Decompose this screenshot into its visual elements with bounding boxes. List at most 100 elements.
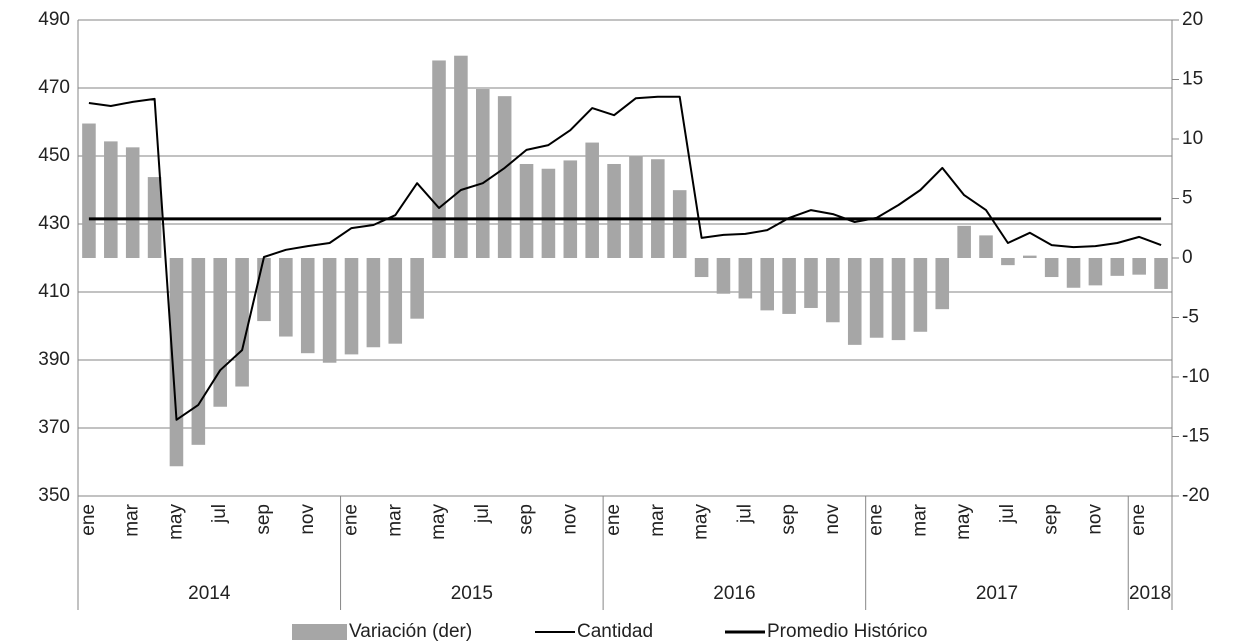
legend-label: Promedio Histórico — [767, 621, 928, 642]
y-tick-label: 470 — [38, 77, 70, 98]
x-tick-label: ene — [78, 504, 99, 536]
bar — [475, 89, 490, 259]
x-group-label: 2016 — [713, 583, 755, 604]
x-tick-label: jul — [472, 504, 493, 524]
bar — [694, 258, 709, 278]
x-tick-label: may — [953, 504, 974, 540]
x-tick-label: mar — [647, 503, 668, 536]
x-tick-label: may — [165, 504, 186, 540]
bar — [847, 258, 862, 345]
x-tick-label: nov — [559, 504, 580, 535]
x-tick-label: may — [428, 504, 449, 540]
y-tick-label: 410 — [38, 281, 70, 302]
x-tick-label: ene — [1128, 504, 1149, 536]
x-tick-label: mar — [122, 503, 143, 536]
y2-tick-label: -15 — [1182, 426, 1209, 447]
x-tick-label: sep — [253, 504, 274, 535]
bar — [935, 258, 950, 310]
x-tick-label: nov — [297, 504, 318, 535]
bar — [191, 258, 206, 445]
x-tick-label: nov — [1084, 504, 1105, 535]
bar — [454, 55, 468, 259]
y2-tick-label: 5 — [1182, 188, 1193, 209]
bar — [322, 258, 337, 363]
bar — [257, 258, 271, 322]
bar — [607, 163, 621, 258]
y-tick-label: 490 — [38, 9, 70, 30]
line — [88, 95, 1162, 421]
bar — [1132, 258, 1146, 275]
bar — [826, 258, 840, 323]
bar — [497, 96, 512, 258]
bar — [716, 258, 731, 294]
bar — [979, 235, 993, 258]
x-tick-label: jul — [209, 504, 230, 524]
bar — [629, 155, 643, 258]
legend-label: Cantidad — [577, 621, 653, 642]
bar — [760, 258, 775, 311]
x-tick-label: ene — [341, 504, 362, 536]
y-tick-label: 450 — [38, 145, 70, 166]
bar — [782, 258, 796, 314]
y-tick-label: 390 — [38, 349, 70, 370]
bar — [541, 168, 556, 258]
y-tick-label: 370 — [38, 417, 70, 438]
y2-tick-label: 20 — [1182, 9, 1203, 30]
bar — [891, 258, 906, 341]
bar — [213, 258, 228, 407]
x-tick-label: sep — [778, 504, 799, 535]
y2-tick-label: -10 — [1182, 366, 1209, 387]
bar — [82, 123, 96, 258]
x-tick-label: ene — [603, 504, 624, 536]
bar — [957, 225, 971, 258]
bar — [104, 141, 118, 258]
x-group-label: 2017 — [976, 583, 1018, 604]
bar — [672, 190, 687, 258]
bar — [235, 258, 249, 387]
bar — [738, 258, 753, 299]
bar — [279, 258, 293, 337]
x-group-label: 2014 — [188, 583, 231, 604]
bar — [410, 258, 424, 319]
y2-tick-label: -5 — [1182, 307, 1199, 328]
y-tick-label: 350 — [38, 485, 70, 506]
bar — [1044, 258, 1059, 278]
bar — [1066, 258, 1081, 288]
bar — [388, 258, 403, 344]
bar — [125, 147, 140, 258]
bar — [300, 258, 315, 354]
x-tick-label: mar — [384, 503, 405, 536]
bar — [366, 258, 381, 348]
bar — [519, 163, 534, 258]
bar — [1154, 258, 1168, 289]
x-tick-label: sep — [1041, 504, 1062, 535]
x-tick-label: may — [691, 504, 712, 540]
x-tick-label: ene — [866, 504, 887, 536]
y2-tick-label: 15 — [1182, 69, 1203, 90]
legend-label: Variación (der) — [349, 621, 472, 642]
x-group-label: 2015 — [451, 583, 493, 604]
bar — [913, 258, 928, 332]
bar — [869, 258, 884, 338]
bar — [1022, 255, 1037, 258]
x-tick-label: jul — [997, 504, 1018, 524]
bar — [563, 160, 578, 258]
bar — [432, 60, 446, 259]
bar — [344, 258, 359, 355]
bar — [169, 258, 184, 467]
y-tick-label: 430 — [38, 213, 70, 234]
x-tick-label: mar — [909, 503, 930, 536]
bar — [1110, 258, 1125, 276]
bar — [585, 142, 599, 258]
x-group-label: 2018 — [1129, 583, 1171, 604]
bar — [1001, 258, 1015, 266]
y2-tick-label: 0 — [1182, 247, 1193, 268]
x-tick-label: sep — [516, 504, 537, 535]
bar — [651, 159, 665, 258]
y2-tick-label: 10 — [1182, 128, 1203, 149]
x-tick-label: jul — [734, 504, 755, 524]
legend-swatch — [292, 624, 347, 640]
bar — [804, 258, 818, 308]
x-tick-label: nov — [822, 504, 843, 535]
y2-tick-label: -20 — [1182, 485, 1209, 506]
